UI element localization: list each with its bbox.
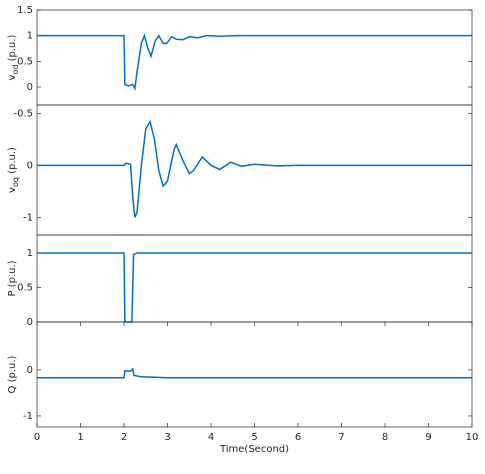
- x-axis-label: Time(Second): [219, 444, 289, 455]
- x-tick-label: 3: [164, 432, 170, 443]
- x-tick-label: 2: [121, 432, 127, 443]
- y-tick-label: 0: [27, 365, 33, 376]
- x-tick-label: 5: [251, 432, 257, 443]
- y-axis-label: vod (p.u.): [7, 34, 20, 80]
- y-tick-label: 1.5: [17, 5, 33, 16]
- y-tick-label: -1: [23, 212, 33, 223]
- axes-frame: [36, 321, 473, 428]
- y-label-base: v: [7, 74, 18, 80]
- y-tick-label: 1: [27, 248, 33, 259]
- y-tick-label: 0: [27, 160, 33, 171]
- data-line: [37, 252, 472, 323]
- y-label-subscript: od: [11, 65, 20, 75]
- x-tick-label: 8: [382, 432, 388, 443]
- y-tick-label: 0: [27, 317, 33, 328]
- y-label-base: v: [7, 187, 18, 193]
- y-axis-label: P (p.u.): [7, 260, 18, 296]
- x-tick-label: 6: [295, 432, 301, 443]
- axes-frame: [36, 104, 473, 236]
- y-tick-label: -0.5: [13, 108, 33, 119]
- x-tick-label: 9: [425, 432, 431, 443]
- y-tick-label: -1: [23, 411, 33, 422]
- data-line: [37, 33, 472, 92]
- data-line: [37, 119, 472, 218]
- y-label-subscript: oq: [11, 177, 20, 187]
- x-tick-label: 10: [466, 432, 479, 443]
- axes-frame: [36, 9, 473, 106]
- data-line: [37, 367, 472, 379]
- x-tick-label: 1: [77, 432, 83, 443]
- y-tick-label: 0: [27, 82, 33, 93]
- y-tick-label: 0.5: [17, 282, 33, 293]
- y-tick-label: 0.5: [17, 56, 33, 67]
- y-label-unit: (p.u.): [7, 147, 18, 177]
- x-tick-label: 0: [34, 432, 40, 443]
- x-tick-label: 7: [338, 432, 344, 443]
- y-label-unit: (p.u.): [7, 34, 18, 64]
- x-tick-label: 4: [208, 432, 214, 443]
- y-axis-label: Q (p.u.): [7, 355, 18, 393]
- y-axis-label: voq (p.u.): [7, 147, 20, 193]
- axes-frame: [36, 234, 473, 323]
- y-tick-label: 1: [27, 31, 33, 42]
